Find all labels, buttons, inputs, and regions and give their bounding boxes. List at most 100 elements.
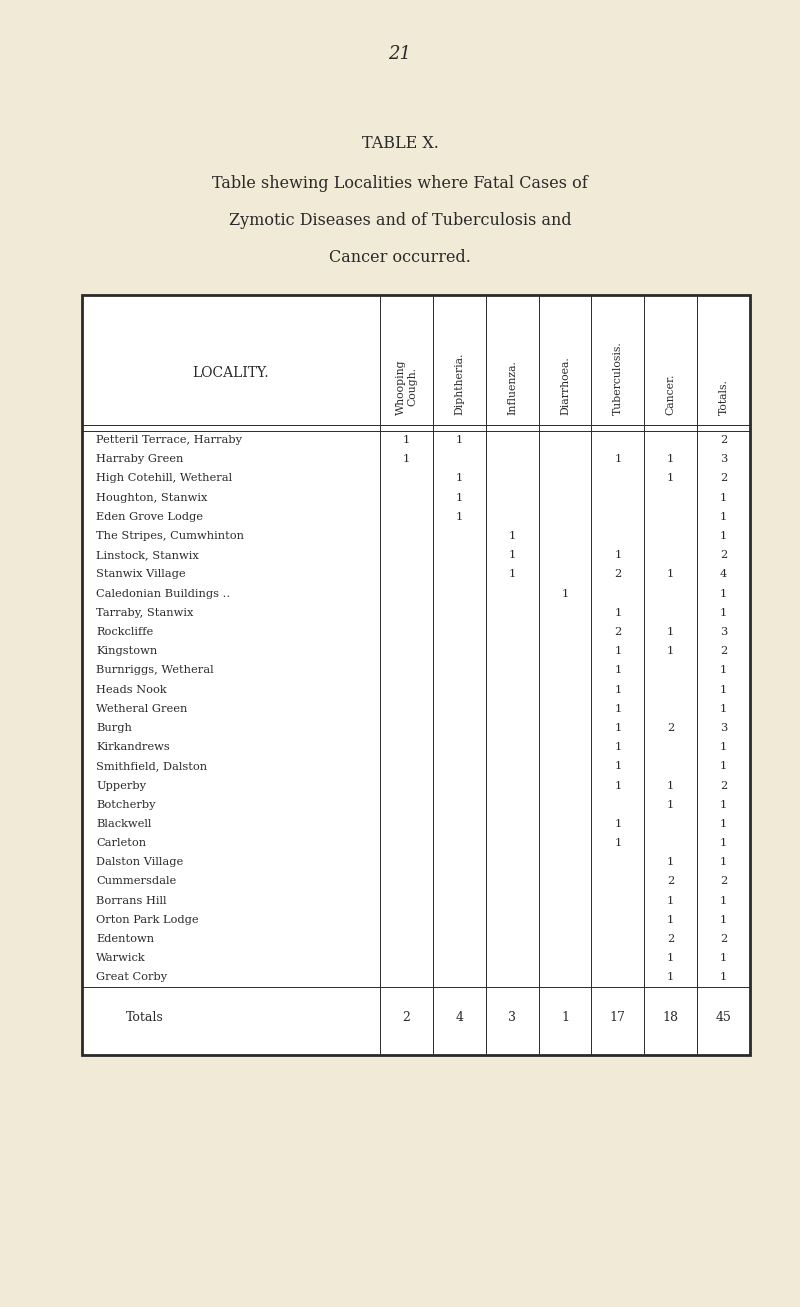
Text: 1: 1 bbox=[667, 780, 674, 791]
Text: 2: 2 bbox=[720, 550, 727, 561]
Text: 1: 1 bbox=[720, 838, 727, 848]
Text: 2: 2 bbox=[720, 780, 727, 791]
Text: 1: 1 bbox=[667, 473, 674, 484]
Text: 2: 2 bbox=[720, 877, 727, 886]
Text: 1: 1 bbox=[614, 550, 622, 561]
Text: 1: 1 bbox=[720, 857, 727, 868]
Text: 1: 1 bbox=[456, 435, 463, 446]
Text: 2: 2 bbox=[720, 435, 727, 446]
Text: 45: 45 bbox=[716, 1012, 731, 1025]
Text: 1: 1 bbox=[614, 761, 622, 771]
Text: 1: 1 bbox=[614, 608, 622, 618]
Text: 1: 1 bbox=[720, 493, 727, 503]
Text: Botcherby: Botcherby bbox=[96, 800, 156, 810]
Text: 1: 1 bbox=[667, 915, 674, 925]
Text: Blackwell: Blackwell bbox=[96, 819, 152, 829]
Text: 1: 1 bbox=[720, 953, 727, 963]
Text: Burgh: Burgh bbox=[96, 723, 132, 733]
Text: Zymotic Diseases and of Tuberculosis and: Zymotic Diseases and of Tuberculosis and bbox=[229, 212, 571, 229]
Text: 1: 1 bbox=[720, 531, 727, 541]
Text: 1: 1 bbox=[720, 915, 727, 925]
Text: Diarrhoea.: Diarrhoea. bbox=[560, 356, 570, 414]
Text: 4: 4 bbox=[720, 570, 727, 579]
Text: LOCALITY.: LOCALITY. bbox=[193, 366, 270, 380]
Text: Cummersdale: Cummersdale bbox=[96, 877, 177, 886]
Text: Cancer.: Cancer. bbox=[666, 374, 676, 414]
Text: 2: 2 bbox=[667, 723, 674, 733]
Text: 1: 1 bbox=[614, 838, 622, 848]
Text: 1: 1 bbox=[720, 800, 727, 810]
Text: 1: 1 bbox=[614, 685, 622, 694]
Text: 1: 1 bbox=[667, 455, 674, 464]
Text: 1: 1 bbox=[720, 761, 727, 771]
Text: Warwick: Warwick bbox=[96, 953, 146, 963]
Text: 1: 1 bbox=[509, 531, 516, 541]
Text: Linstock, Stanwix: Linstock, Stanwix bbox=[96, 550, 199, 561]
Text: Whooping
Cough.: Whooping Cough. bbox=[396, 359, 418, 414]
Text: 1: 1 bbox=[614, 646, 622, 656]
Text: 1: 1 bbox=[456, 493, 463, 503]
Text: 1: 1 bbox=[614, 455, 622, 464]
Text: Kirkandrews: Kirkandrews bbox=[96, 742, 170, 752]
Text: 1: 1 bbox=[456, 473, 463, 484]
Text: 1: 1 bbox=[667, 857, 674, 868]
Text: 1: 1 bbox=[614, 742, 622, 752]
Text: 2: 2 bbox=[614, 627, 622, 637]
Text: 17: 17 bbox=[610, 1012, 626, 1025]
Text: 1: 1 bbox=[614, 819, 622, 829]
Text: Caledonian Buildings ..: Caledonian Buildings .. bbox=[96, 588, 230, 599]
Text: Cancer occurred.: Cancer occurred. bbox=[329, 250, 471, 267]
Text: 1: 1 bbox=[509, 550, 516, 561]
Text: 1: 1 bbox=[667, 627, 674, 637]
Text: Upperby: Upperby bbox=[96, 780, 146, 791]
Text: Totals: Totals bbox=[126, 1012, 164, 1025]
Text: Dalston Village: Dalston Village bbox=[96, 857, 184, 868]
Text: Stanwix Village: Stanwix Village bbox=[96, 570, 186, 579]
Text: 18: 18 bbox=[662, 1012, 678, 1025]
Text: Burnriggs, Wetheral: Burnriggs, Wetheral bbox=[96, 665, 214, 676]
Text: 21: 21 bbox=[389, 44, 411, 63]
Text: 1: 1 bbox=[614, 723, 622, 733]
Text: 1: 1 bbox=[720, 512, 727, 521]
Text: Influenza.: Influenza. bbox=[507, 359, 517, 414]
Text: 4: 4 bbox=[455, 1012, 463, 1025]
Text: Rockcliffe: Rockcliffe bbox=[96, 627, 154, 637]
Text: 1: 1 bbox=[720, 703, 727, 714]
Text: 1: 1 bbox=[667, 570, 674, 579]
Text: Great Corby: Great Corby bbox=[96, 972, 167, 983]
Text: 1: 1 bbox=[403, 435, 410, 446]
Text: TABLE X.: TABLE X. bbox=[362, 135, 438, 152]
Text: 1: 1 bbox=[720, 742, 727, 752]
Text: Diphtheria.: Diphtheria. bbox=[454, 352, 464, 414]
Text: 1: 1 bbox=[667, 972, 674, 983]
Text: Wetheral Green: Wetheral Green bbox=[96, 703, 188, 714]
Text: Eden Grove Lodge: Eden Grove Lodge bbox=[96, 512, 203, 521]
Text: Edentown: Edentown bbox=[96, 935, 154, 944]
Text: 1: 1 bbox=[720, 972, 727, 983]
Text: 3: 3 bbox=[720, 627, 727, 637]
Text: 1: 1 bbox=[720, 895, 727, 906]
Text: 2: 2 bbox=[667, 877, 674, 886]
Text: Orton Park Lodge: Orton Park Lodge bbox=[96, 915, 199, 925]
Text: Totals.: Totals. bbox=[718, 379, 729, 414]
Text: 2: 2 bbox=[720, 473, 727, 484]
Text: 1: 1 bbox=[562, 588, 569, 599]
Text: Borrans Hill: Borrans Hill bbox=[96, 895, 167, 906]
Text: 2: 2 bbox=[667, 935, 674, 944]
Text: 1: 1 bbox=[614, 665, 622, 676]
Text: High Cotehill, Wetheral: High Cotehill, Wetheral bbox=[96, 473, 233, 484]
Text: 2: 2 bbox=[720, 935, 727, 944]
Text: Houghton, Stanwix: Houghton, Stanwix bbox=[96, 493, 208, 503]
Text: 1: 1 bbox=[720, 588, 727, 599]
Text: 2: 2 bbox=[720, 646, 727, 656]
Text: Harraby Green: Harraby Green bbox=[96, 455, 184, 464]
Text: 1: 1 bbox=[720, 665, 727, 676]
Text: Table shewing Localities where Fatal Cases of: Table shewing Localities where Fatal Cas… bbox=[212, 175, 588, 192]
Text: Heads Nook: Heads Nook bbox=[96, 685, 167, 694]
Text: 3: 3 bbox=[720, 723, 727, 733]
Text: 1: 1 bbox=[720, 608, 727, 618]
Text: 1: 1 bbox=[509, 570, 516, 579]
Text: Carleton: Carleton bbox=[96, 838, 146, 848]
Text: 1: 1 bbox=[614, 703, 622, 714]
Text: 1: 1 bbox=[667, 953, 674, 963]
